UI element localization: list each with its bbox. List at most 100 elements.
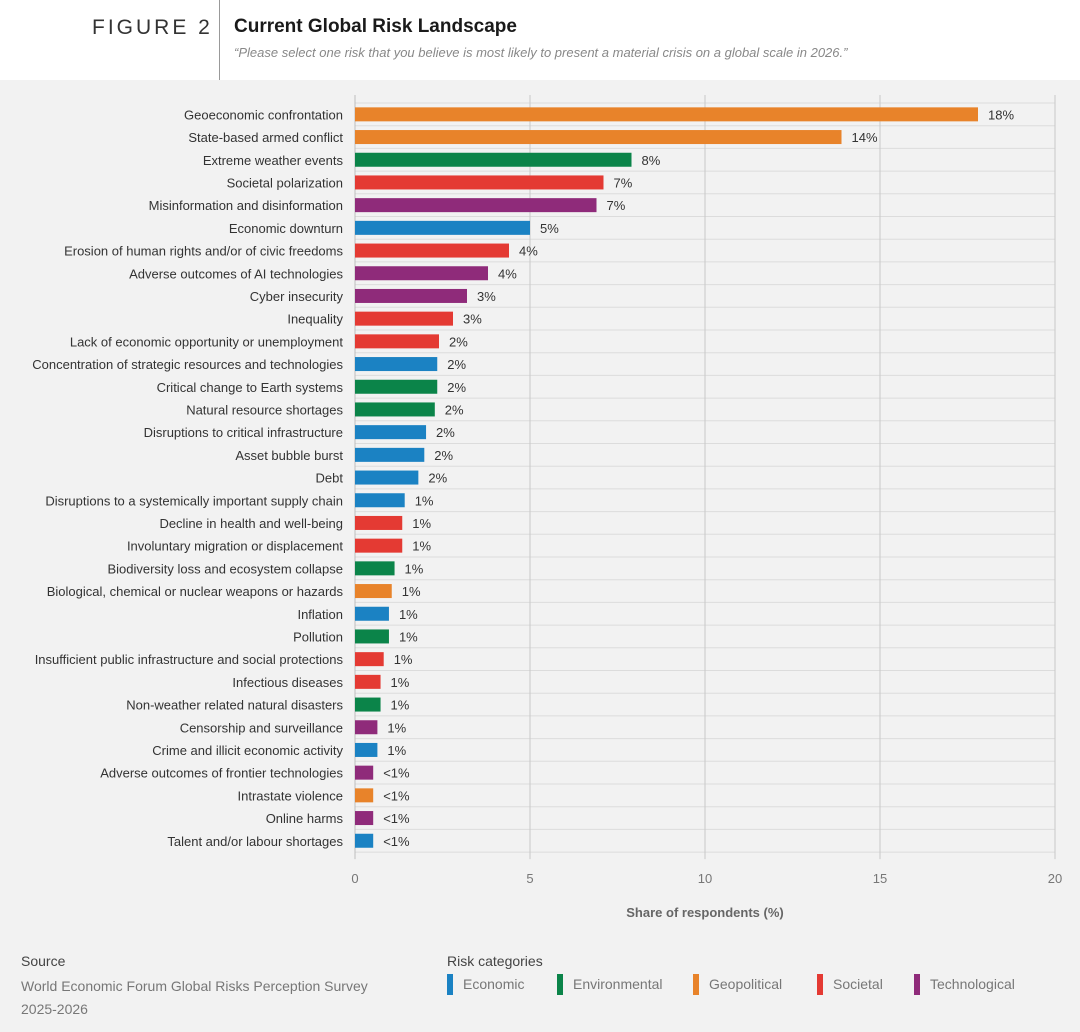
bar [355, 198, 597, 213]
legend-label: Technological [930, 976, 1015, 992]
bar [355, 357, 438, 372]
value-label: 4% [519, 244, 538, 259]
bar [355, 470, 419, 485]
value-label: 3% [463, 312, 482, 327]
chart-legend: Economic Environmental Geopolitical Societa… [447, 973, 1077, 995]
bar [355, 720, 378, 735]
bar [355, 606, 389, 621]
bar [355, 811, 374, 826]
value-label: 2% [428, 471, 447, 486]
value-label: <1% [383, 766, 410, 781]
category-label: Asset bubble burst [235, 448, 343, 463]
category-label: Misinformation and disinformation [149, 198, 343, 213]
value-label: 3% [477, 289, 496, 304]
category-label: State-based armed conflict [188, 130, 343, 145]
value-label: 1% [391, 698, 410, 713]
value-label: 2% [436, 425, 455, 440]
figure-header: FIGURE 2 Current Global Risk Landscape “… [0, 0, 1080, 80]
bar [355, 311, 453, 326]
category-label: Inflation [297, 607, 343, 622]
category-label: Biological, chemical or nuclear weapons … [47, 584, 344, 599]
category-label: Intrastate violence [237, 788, 343, 803]
bar [355, 243, 509, 258]
bar [355, 765, 374, 780]
value-label: 1% [415, 493, 434, 508]
value-label: <1% [383, 811, 410, 826]
value-label: 7% [614, 175, 633, 190]
source-title: Source [21, 953, 66, 969]
x-tick-label: 5 [526, 871, 533, 886]
category-label: Geoeconomic confrontation [184, 107, 343, 122]
category-label: Disruptions to critical infrastructure [144, 425, 343, 440]
bar [355, 629, 389, 644]
value-label: 8% [642, 153, 661, 168]
value-label: 14% [852, 130, 878, 145]
category-label: Online harms [266, 811, 344, 826]
bar-chart: 0 5 10 15 20 Geoeconomic confrontation 18% Stat… [32, 95, 1062, 920]
value-label: 5% [540, 221, 559, 236]
legend-item-economic: Economic [447, 973, 524, 995]
category-label: Erosion of human rights and/or of civic … [64, 244, 343, 259]
x-tick-label: 20 [1048, 871, 1062, 886]
bar [355, 742, 378, 757]
value-label: 1% [402, 584, 421, 599]
value-label: 18% [988, 107, 1014, 122]
category-label: Economic downturn [229, 221, 343, 236]
value-label: 4% [498, 266, 517, 281]
bar [355, 334, 439, 349]
figure-label: FIGURE 2 [92, 16, 213, 39]
bar [355, 697, 381, 712]
bar [355, 425, 427, 440]
value-label: 2% [445, 402, 464, 417]
source-text: World Economic Forum Global Risks Percep… [21, 978, 368, 1017]
category-label: Biodiversity loss and ecosystem collapse [107, 561, 343, 576]
bar [355, 561, 395, 576]
value-label: 1% [399, 629, 418, 644]
value-label: <1% [383, 788, 410, 803]
x-tick-label: 15 [873, 871, 887, 886]
bar [355, 266, 488, 281]
category-label: Involuntary migration or displacement [127, 539, 343, 554]
category-label: Censorship and surveillance [180, 720, 343, 735]
bar [355, 130, 842, 145]
legend-item-geopolitical: Geopolitical [693, 973, 782, 995]
category-label: Decline in health and well-being [159, 516, 343, 531]
bar [355, 788, 374, 803]
category-label: Societal polarization [227, 175, 343, 190]
category-label: Pollution [293, 629, 343, 644]
category-label: Crime and illicit economic activity [152, 743, 343, 758]
value-label: 2% [434, 448, 453, 463]
value-label: 1% [399, 607, 418, 622]
bar [355, 538, 403, 553]
category-label: Lack of economic opportunity or unemploy… [70, 334, 344, 349]
value-label: 2% [449, 334, 468, 349]
value-label: 1% [405, 561, 424, 576]
legend-swatch [914, 973, 920, 995]
bar [355, 402, 435, 417]
category-label: Cyber insecurity [250, 289, 344, 304]
value-label: 1% [412, 539, 431, 554]
bar [355, 584, 392, 599]
legend-label: Economic [463, 976, 525, 992]
bar [355, 833, 374, 848]
legend-label: Societal [833, 976, 883, 992]
value-label: 1% [412, 516, 431, 531]
value-label: 1% [387, 743, 406, 758]
legend-label: Geopolitical [709, 976, 783, 992]
category-label: Inequality [287, 312, 343, 327]
legend-item-technological: Technological [914, 973, 1015, 995]
category-label: Insufficient public infrastructure and s… [35, 652, 344, 667]
category-label: Adverse outcomes of frontier technologie… [100, 766, 343, 781]
x-tick-label: 0 [351, 871, 358, 886]
header-divider [219, 0, 220, 80]
x-tick-label: 10 [698, 871, 712, 886]
category-label: Concentration of strategic resources and… [32, 357, 343, 372]
chart-subtitle: “Please select one risk that you believe… [234, 45, 848, 60]
bar [355, 447, 425, 462]
legend-label: Environmental [573, 976, 663, 992]
category-label: Adverse outcomes of AI technologies [129, 266, 343, 281]
legend-item-environmental: Environmental [557, 973, 663, 995]
value-label: 2% [447, 357, 466, 372]
category-label: Debt [316, 471, 344, 486]
bar [355, 288, 467, 303]
